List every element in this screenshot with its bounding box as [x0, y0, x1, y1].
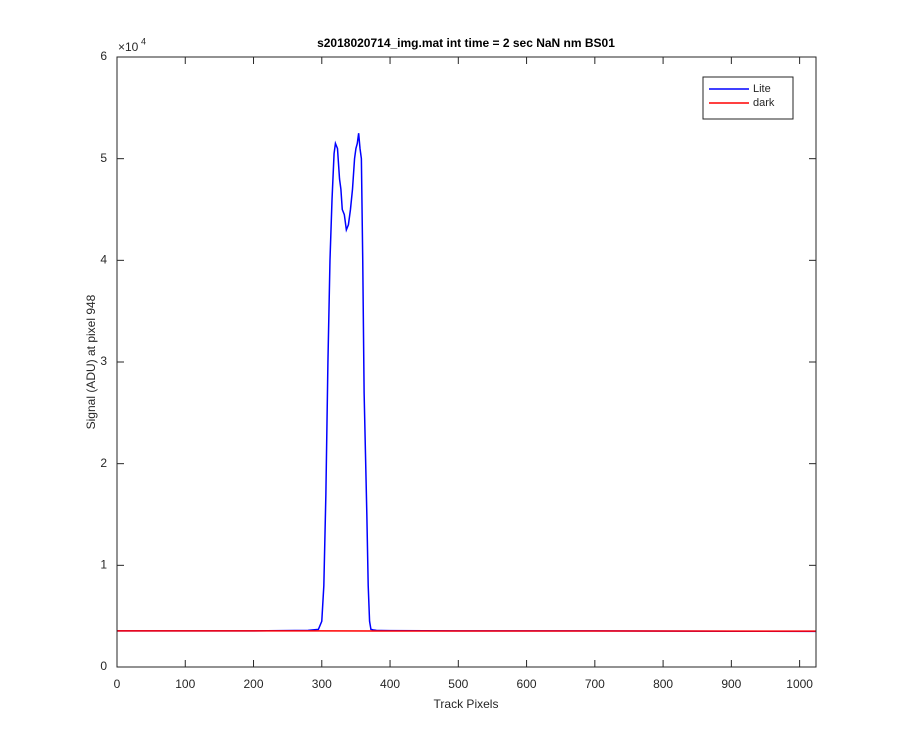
y-axis-label: Signal (ADU) at pixel 948 [84, 294, 98, 429]
y-tick-label: 1 [100, 558, 107, 572]
x-tick-label: 700 [585, 677, 605, 691]
y-exponent-power: 4 [141, 36, 146, 46]
chart-title: s2018020714_img.mat int time = 2 sec NaN… [317, 36, 615, 50]
data-line [117, 133, 817, 633]
axes-box [116, 56, 817, 668]
legend-label: Lite [753, 83, 771, 95]
y-exponent-base: ×10 [118, 40, 139, 54]
x-axis-label: Track Pixels [434, 697, 499, 711]
y-tick-label: 2 [100, 456, 107, 470]
x-tick-label: 800 [653, 677, 673, 691]
x-tick-label: 300 [312, 677, 332, 691]
x-tick-label: 200 [244, 677, 264, 691]
plot-area [117, 57, 816, 667]
x-tick-label: 100 [175, 677, 195, 691]
y-tick-label: 3 [100, 354, 107, 368]
legend-box [702, 76, 794, 120]
y-tick-label: 6 [100, 49, 107, 63]
x-tick-label: 600 [517, 677, 537, 691]
legend-label: dark [753, 97, 775, 109]
x-tick-label: 1000 [786, 677, 813, 691]
y-tick-label: 4 [100, 253, 107, 267]
x-tick-label: 400 [380, 677, 400, 691]
y-tick-label: 5 [100, 151, 107, 165]
x-tick-label: 0 [114, 677, 121, 691]
y-tick-label: 0 [100, 659, 107, 673]
x-tick-label: 900 [721, 677, 741, 691]
x-tick-label: 500 [448, 677, 468, 691]
